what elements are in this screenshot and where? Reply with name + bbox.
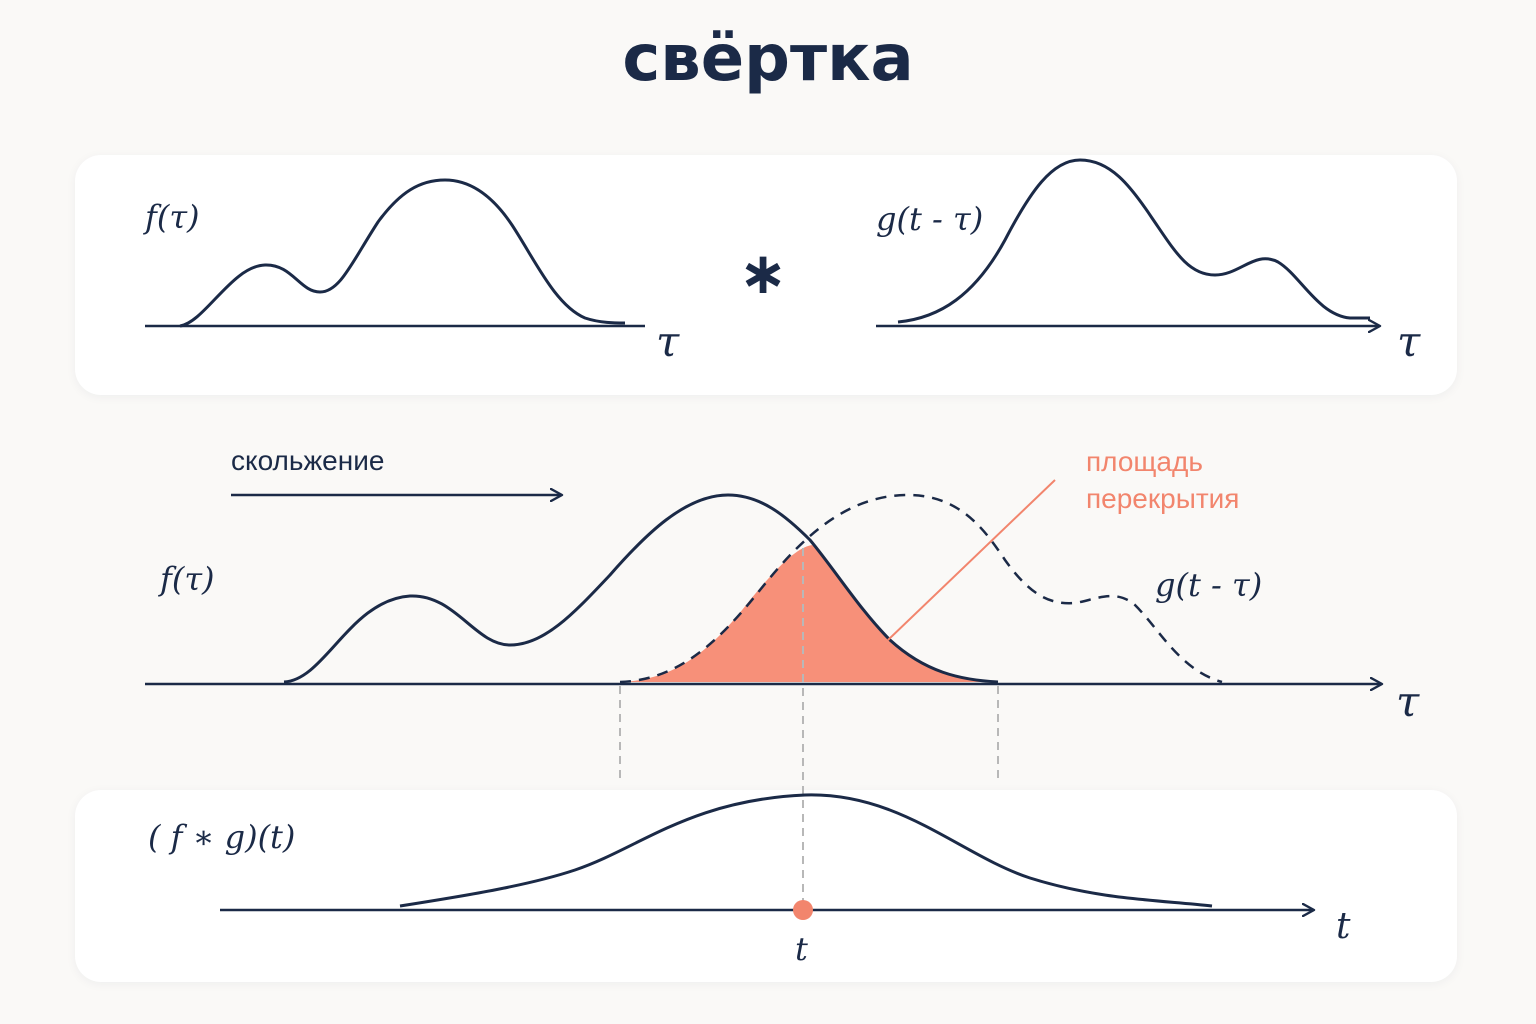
t-axis-label: t: [1336, 906, 1351, 947]
overlap-area: [620, 545, 998, 682]
conv-label: ( f ∗ g)(t): [148, 818, 295, 856]
overlap-label-line2: перекрытия: [1086, 483, 1239, 514]
overlap-callout-line: [887, 479, 1056, 641]
sliding-label: скольжение: [231, 445, 384, 476]
t-point-label: t: [795, 930, 808, 968]
f-label-top: f(τ): [143, 198, 200, 236]
convolution-operator-icon: ∗: [739, 239, 788, 307]
tau-label-top-right: τ: [1397, 317, 1421, 366]
g-curve-top: [897, 158, 1370, 324]
tau-label-middle: τ: [1396, 677, 1420, 726]
convolution-result-curve: [399, 793, 1213, 908]
f-label-middle: f(τ): [158, 560, 215, 598]
top-panel: [75, 155, 1457, 395]
g-label-top: g(t - τ): [876, 200, 983, 238]
f-curve-middle: [283, 493, 999, 684]
bottom-panel: [75, 790, 1457, 982]
g-curve-middle-dashed: [619, 493, 1223, 684]
g-label-middle: g(t - τ): [1155, 566, 1262, 604]
f-curve-top: [179, 178, 626, 328]
overlap-label-line1: площадь: [1086, 446, 1203, 477]
tau-label-top-left: τ: [656, 317, 680, 366]
t-point-marker: [793, 900, 813, 920]
page-title: свёртка: [622, 22, 914, 96]
